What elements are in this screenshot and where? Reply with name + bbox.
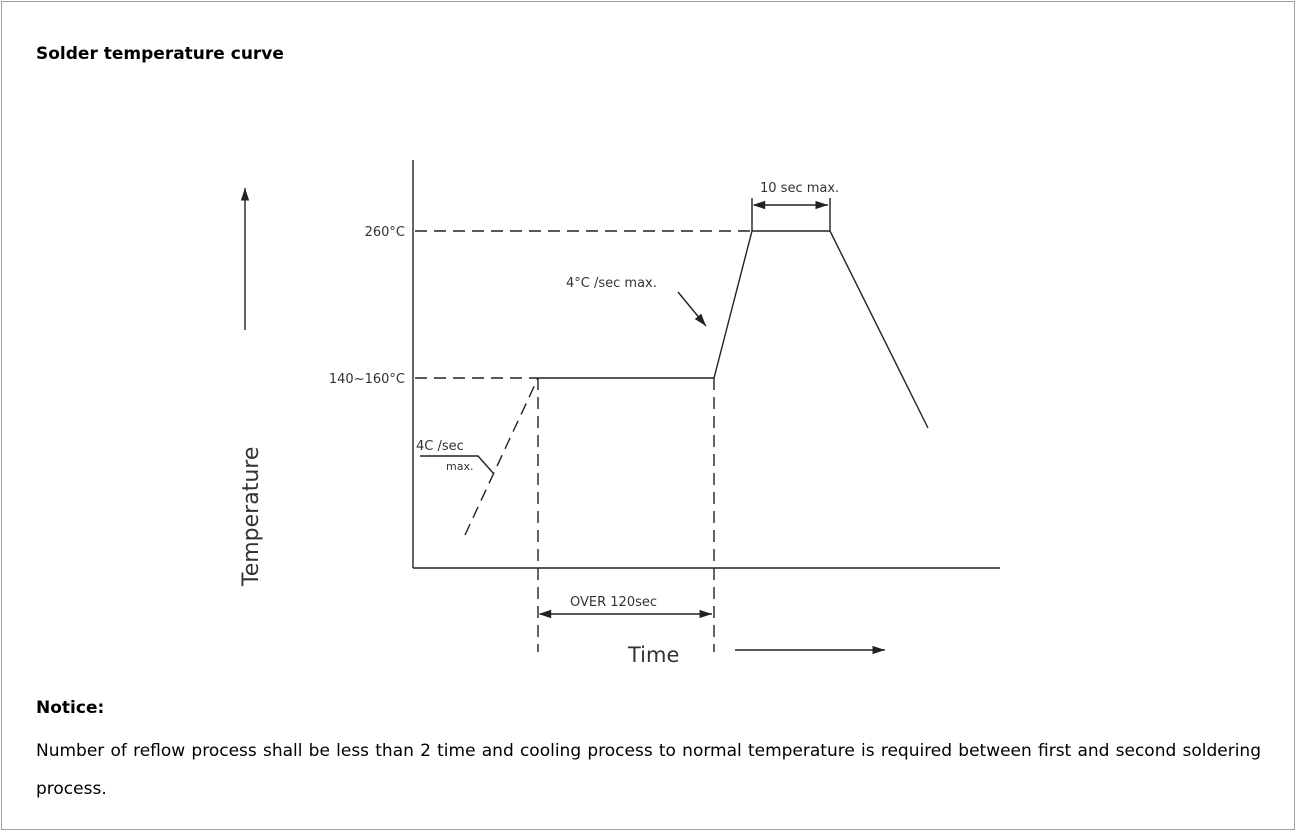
peak-label: 260°C: [365, 225, 405, 240]
leader-line: [677, 291, 707, 327]
leader-line: [420, 455, 495, 475]
notice-text: Number of reflow process shall be less t…: [36, 741, 1261, 799]
section-title: Solder temperature curve: [36, 44, 284, 64]
x-label: Time: [627, 643, 679, 667]
y-label: Temperature: [239, 447, 264, 587]
preheat-time-label: OVER 120sec: [570, 595, 657, 610]
notice-heading: Notice:: [36, 698, 105, 718]
peak-time-label: 10 sec max.: [760, 181, 839, 196]
preheat-ramp-label: 4C /sec: [416, 439, 464, 454]
preheat-ramp: [464, 377, 539, 536]
ramp-up-label: 4°C /sec max.: [566, 276, 657, 291]
profile-curve: [538, 230, 929, 429]
preheat-ramp-label: max.: [446, 460, 473, 473]
preheat-label: 140~160°C: [329, 372, 405, 387]
